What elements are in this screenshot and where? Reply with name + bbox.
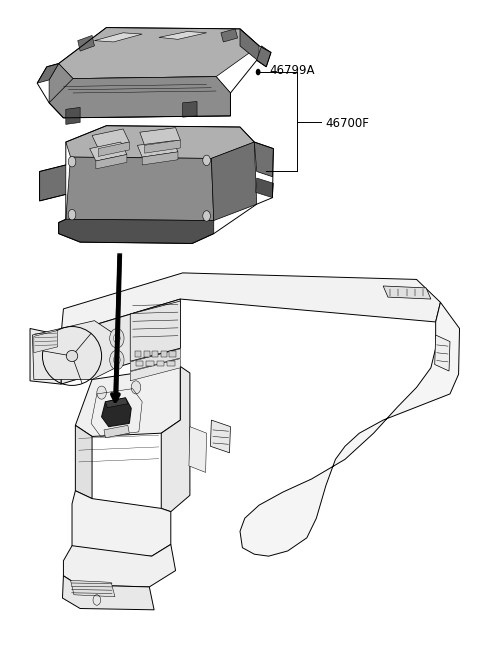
Polygon shape bbox=[59, 219, 214, 244]
Polygon shape bbox=[66, 107, 80, 124]
Polygon shape bbox=[137, 141, 178, 157]
Circle shape bbox=[203, 211, 210, 221]
Polygon shape bbox=[159, 32, 206, 39]
Polygon shape bbox=[39, 165, 66, 201]
Circle shape bbox=[97, 386, 107, 399]
Polygon shape bbox=[59, 28, 259, 79]
FancyBboxPatch shape bbox=[146, 361, 154, 366]
Polygon shape bbox=[211, 142, 257, 221]
Polygon shape bbox=[435, 335, 450, 371]
Polygon shape bbox=[62, 576, 154, 610]
Polygon shape bbox=[98, 142, 129, 156]
Polygon shape bbox=[106, 398, 128, 407]
Circle shape bbox=[68, 156, 76, 167]
Polygon shape bbox=[257, 46, 271, 67]
Circle shape bbox=[110, 328, 124, 348]
Polygon shape bbox=[75, 367, 180, 436]
Polygon shape bbox=[383, 286, 431, 299]
Polygon shape bbox=[90, 142, 127, 161]
Polygon shape bbox=[33, 321, 118, 380]
Polygon shape bbox=[254, 142, 274, 177]
Polygon shape bbox=[240, 302, 459, 556]
Polygon shape bbox=[75, 425, 92, 499]
Polygon shape bbox=[240, 29, 259, 62]
Polygon shape bbox=[221, 29, 238, 42]
Polygon shape bbox=[104, 425, 129, 438]
Polygon shape bbox=[102, 398, 131, 426]
FancyBboxPatch shape bbox=[136, 361, 143, 366]
Circle shape bbox=[68, 210, 76, 220]
Polygon shape bbox=[144, 140, 180, 153]
FancyBboxPatch shape bbox=[152, 351, 158, 357]
Text: 46700F: 46700F bbox=[325, 116, 369, 129]
Polygon shape bbox=[96, 154, 127, 169]
Polygon shape bbox=[66, 157, 214, 221]
Polygon shape bbox=[30, 328, 61, 384]
Polygon shape bbox=[161, 367, 190, 512]
Polygon shape bbox=[61, 299, 180, 384]
Polygon shape bbox=[71, 580, 115, 597]
Polygon shape bbox=[49, 64, 230, 118]
FancyBboxPatch shape bbox=[144, 351, 150, 357]
Polygon shape bbox=[49, 77, 230, 118]
Ellipse shape bbox=[66, 350, 78, 361]
Polygon shape bbox=[92, 129, 129, 148]
Polygon shape bbox=[130, 301, 180, 361]
Polygon shape bbox=[210, 420, 230, 453]
Polygon shape bbox=[142, 152, 178, 165]
Polygon shape bbox=[37, 64, 59, 83]
Polygon shape bbox=[256, 178, 274, 198]
Polygon shape bbox=[66, 125, 254, 158]
Circle shape bbox=[110, 350, 124, 370]
Text: 46799A: 46799A bbox=[270, 64, 315, 77]
FancyBboxPatch shape bbox=[161, 351, 167, 357]
FancyBboxPatch shape bbox=[169, 351, 176, 357]
Polygon shape bbox=[95, 33, 142, 42]
Polygon shape bbox=[189, 426, 206, 472]
Polygon shape bbox=[130, 359, 180, 381]
Circle shape bbox=[256, 69, 261, 76]
Polygon shape bbox=[78, 35, 95, 51]
Polygon shape bbox=[140, 127, 180, 145]
Polygon shape bbox=[130, 349, 180, 371]
Circle shape bbox=[131, 381, 141, 394]
FancyBboxPatch shape bbox=[157, 361, 164, 366]
Polygon shape bbox=[61, 273, 441, 335]
Polygon shape bbox=[183, 101, 197, 117]
Polygon shape bbox=[72, 491, 171, 556]
Polygon shape bbox=[63, 545, 176, 587]
Polygon shape bbox=[34, 330, 58, 353]
Circle shape bbox=[203, 155, 210, 166]
FancyBboxPatch shape bbox=[168, 361, 175, 366]
FancyBboxPatch shape bbox=[135, 351, 141, 357]
